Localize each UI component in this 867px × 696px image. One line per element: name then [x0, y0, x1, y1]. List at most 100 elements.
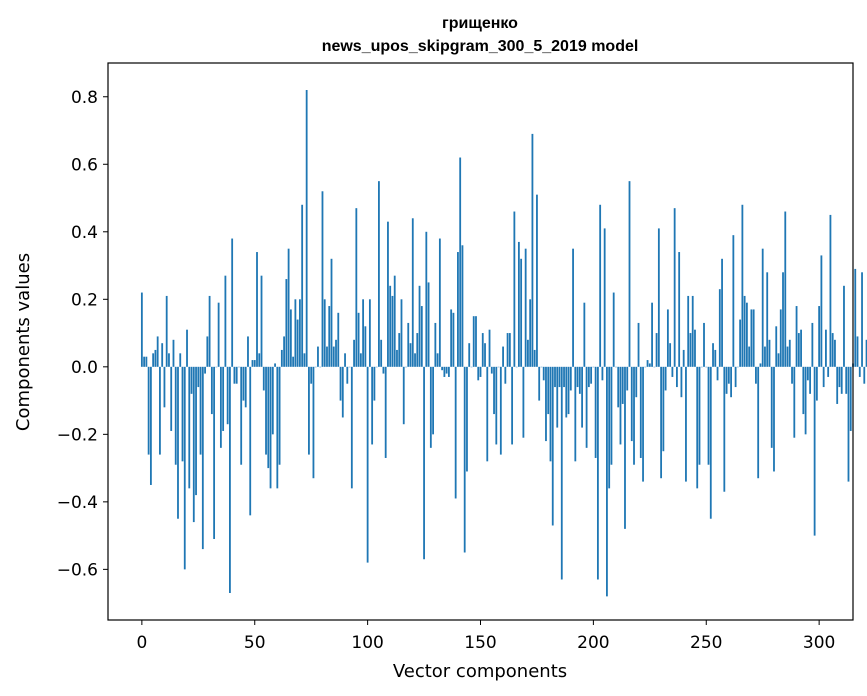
- bar-301: [820, 255, 823, 367]
- x-tick-label: 50: [244, 633, 266, 653]
- x-tick-label: 250: [690, 633, 722, 653]
- bar-314: [849, 366, 852, 431]
- bar-40: [231, 238, 234, 367]
- x-tick-label: 200: [577, 633, 609, 653]
- bar-259: [725, 366, 728, 394]
- bar-63: [283, 336, 285, 367]
- bar-7: [156, 336, 159, 367]
- bar-253: [712, 343, 714, 367]
- bar-34: [217, 302, 220, 367]
- bar-272: [755, 366, 757, 384]
- bar-214: [624, 366, 626, 529]
- bar-3: [147, 366, 150, 455]
- bar-5: [152, 353, 155, 367]
- bar-173: [531, 133, 534, 367]
- bar-165: [513, 211, 516, 367]
- bar-232: [664, 366, 667, 391]
- bar-311: [843, 285, 845, 367]
- bar-94: [353, 339, 355, 367]
- bar-189: [567, 366, 570, 415]
- bar-288: [791, 366, 793, 384]
- bar-17: [179, 353, 182, 367]
- bar-85: [332, 346, 335, 367]
- bar-312: [845, 366, 848, 394]
- y-tick-label: −0.2: [57, 425, 98, 445]
- bar-2: [145, 356, 148, 367]
- bar-216: [628, 181, 631, 367]
- bar-266: [741, 204, 744, 367]
- bar-142: [461, 245, 464, 367]
- bar-300: [818, 306, 821, 367]
- bar-54: [262, 366, 265, 391]
- bar-96: [357, 312, 360, 367]
- bar-15: [174, 366, 177, 465]
- bar-151: [481, 333, 484, 367]
- bar-194: [578, 366, 581, 394]
- bar-73: [305, 90, 308, 367]
- y-axis-label: Components values: [13, 253, 34, 431]
- bar-124: [420, 306, 423, 367]
- bar-44: [240, 366, 243, 465]
- y-tick-label: 0.6: [71, 155, 98, 175]
- bar-22: [190, 366, 193, 394]
- bar-217: [630, 366, 633, 442]
- y-tick-label: 0.4: [71, 223, 98, 243]
- bar-11: [165, 295, 168, 367]
- bar-287: [788, 339, 791, 367]
- chart-title-line2: news_upos_skipgram_300_5_2019 model: [322, 38, 639, 55]
- bar-167: [517, 241, 520, 367]
- bar-61: [278, 366, 281, 465]
- bar-144: [466, 366, 468, 472]
- bar-269: [748, 346, 751, 367]
- bar-27: [201, 366, 204, 550]
- bar-119: [409, 343, 412, 367]
- bar-120: [411, 218, 414, 367]
- bar-235: [671, 366, 674, 377]
- bar-35: [219, 366, 222, 448]
- bar-280: [773, 366, 775, 472]
- bar-25: [197, 366, 200, 388]
- bar-175: [536, 194, 538, 367]
- bar-140: [457, 252, 459, 367]
- bar-110: [389, 285, 392, 367]
- bar-191: [572, 248, 574, 367]
- bar-93: [350, 366, 353, 489]
- bar-271: [752, 309, 755, 367]
- bar-60: [276, 366, 279, 489]
- bar-181: [549, 366, 552, 462]
- bar-275: [761, 248, 764, 367]
- bar-66: [289, 309, 292, 367]
- bar-199: [590, 366, 593, 384]
- bar-174: [533, 349, 536, 367]
- bar-58: [271, 366, 274, 435]
- bar-295: [806, 366, 809, 381]
- bar-98: [362, 299, 365, 367]
- bar-100: [366, 366, 369, 563]
- bar-188: [565, 366, 568, 418]
- bar-294: [804, 366, 807, 435]
- bar-99: [364, 326, 367, 367]
- bar-205: [603, 228, 606, 367]
- bar-291: [797, 333, 800, 367]
- bar-209: [612, 292, 615, 367]
- bar-228: [655, 333, 658, 367]
- y-axis-ticks: −0.6 −0.4 −0.2 0.0 0.2 0.4 0.6 0.8: [57, 88, 108, 580]
- bar-62: [280, 349, 283, 367]
- bar-147: [472, 316, 475, 367]
- bar-18: [181, 366, 184, 462]
- bars-group: [140, 90, 867, 597]
- bar-308: [836, 366, 839, 404]
- bar-298: [813, 366, 816, 536]
- bar-152: [484, 343, 486, 367]
- y-tick-label: −0.6: [57, 560, 98, 580]
- y-tick-label: −0.4: [57, 493, 98, 513]
- bar-317: [856, 336, 859, 367]
- bar-290: [795, 306, 798, 367]
- bar-218: [633, 366, 635, 465]
- bar-159: [499, 366, 502, 455]
- bar-233: [666, 309, 669, 367]
- bar-13: [170, 366, 173, 431]
- bar-4: [149, 366, 152, 485]
- bar-42: [235, 366, 238, 384]
